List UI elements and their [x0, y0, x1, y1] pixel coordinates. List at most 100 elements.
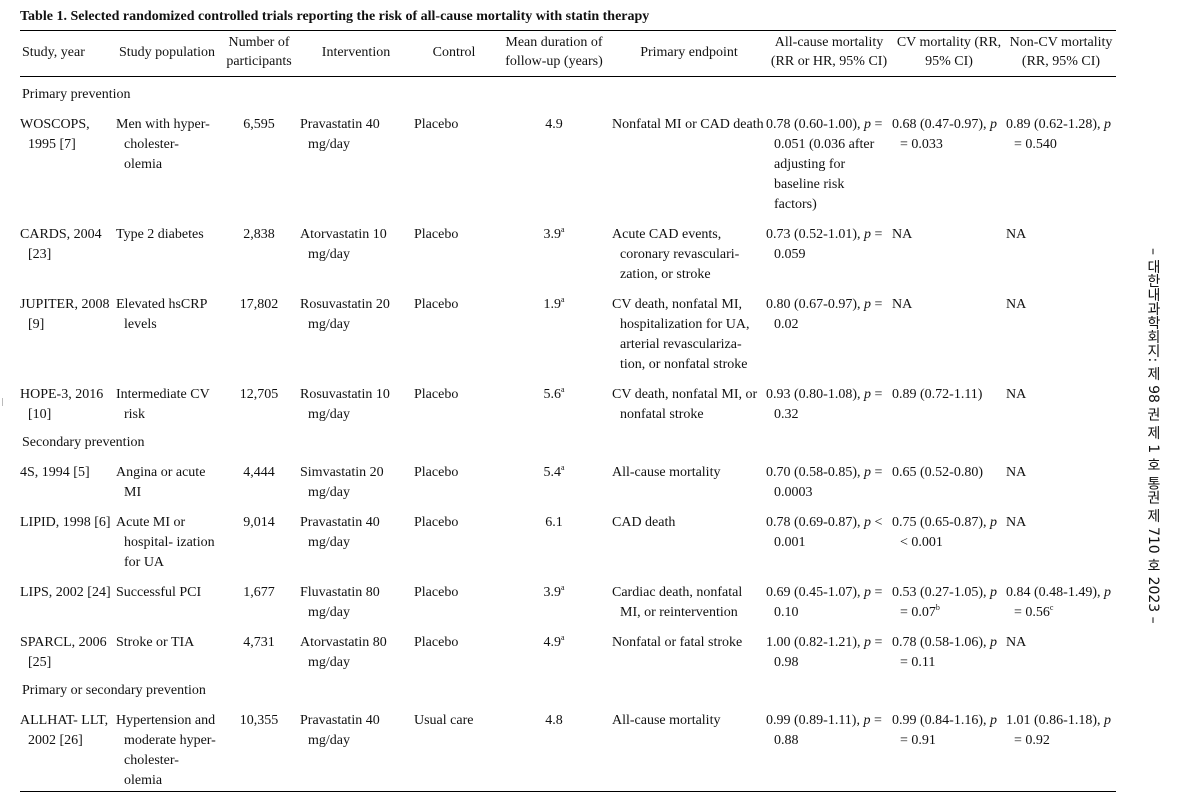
population-cell: Hypertension and moderate hyper- cholest…	[116, 713, 216, 788]
study-cell: 4S, 1994 [5]	[20, 465, 90, 480]
non-cv-mortality-cell: 0.89 (0.62-1.28), p = 0.540	[1006, 117, 1111, 152]
table-caption: Table 1. Selected randomized controlled …	[20, 9, 650, 24]
col-header-non-cv-mortality: Non-CV mortality (RR, 95% CI)	[1009, 35, 1113, 69]
duration-cell: 5.4a	[543, 463, 565, 481]
study-cell: LIPS, 2002 [24]	[20, 585, 111, 600]
all-cause-mortality-cell: 0.93 (0.80-1.08), p = 0.32	[766, 387, 883, 422]
section-row-mixed: Primary or secondary prevention	[20, 673, 1116, 701]
non-cv-mortality-cell: 0.84 (0.48-1.49), p = 0.56c	[1006, 585, 1111, 620]
study-cell: JUPITER, 2008 [9]	[20, 297, 110, 332]
table-row: LIPID, 1998 [6] Acute MI or hospital- iza…	[20, 503, 1116, 573]
intervention-cell: Fluvastatin 80 mg/day	[300, 585, 380, 620]
table-row: JUPITER, 2008 [9] Elevated hsCRP levels 17…	[20, 285, 1116, 375]
non-cv-mortality-cell: NA	[1006, 297, 1027, 312]
population-cell: Successful PCI	[116, 585, 202, 600]
section-row-primary: Primary prevention	[20, 77, 1116, 106]
non-cv-mortality-cell: NA	[1006, 227, 1027, 242]
intervention-cell: Pravastatin 40 mg/day	[300, 117, 380, 152]
population-cell: Angina or acute MI	[116, 465, 206, 500]
endpoint-cell: Cardiac death, nonfatal MI, or reinterve…	[612, 585, 743, 620]
cv-mortality-cell: NA	[892, 227, 913, 242]
cv-mortality-cell: 0.89 (0.72-1.11)	[892, 387, 983, 402]
journal-running-header: – 대한내과학회지: 제 98 권 제 1 호 통권 제 710 호 2023 …	[1143, 248, 1167, 628]
cv-mortality-cell: 0.53 (0.27-1.05), p = 0.07b	[892, 585, 997, 620]
duration-cell: 5.6a	[543, 385, 565, 403]
intervention-cell: Pravastatin 40 mg/day	[300, 515, 380, 550]
cv-mortality-cell: 0.78 (0.58-1.06), p = 0.11	[892, 635, 997, 670]
participants-cell: 4,731	[243, 635, 275, 650]
participants-cell: 10,355	[239, 713, 279, 728]
control-cell: Placebo	[414, 117, 459, 132]
all-cause-mortality-cell: 0.78 (0.69-0.87), p < 0.001	[766, 515, 883, 550]
article-page: Table 1. Selected randomized controlled …	[20, 8, 1116, 792]
margin-mark	[2, 398, 4, 406]
cv-mortality-cell: 0.99 (0.84-1.16), p = 0.91	[892, 713, 997, 748]
population-cell: Stroke or TIA	[116, 635, 195, 650]
population-cell: Men with hyper- cholester- olemia	[116, 117, 210, 172]
journal-running-header-text: – 대한내과학회지: 제 98 권 제 1 호 통권 제 710 호 2023 …	[1145, 248, 1161, 624]
duration-cell: 4.9	[545, 117, 563, 132]
duration-cell: 1.9a	[543, 295, 565, 313]
duration-cell: 3.9a	[543, 583, 565, 601]
endpoint-cell: CV death, nonfatal MI, or nonfatal strok…	[612, 387, 758, 422]
study-cell: SPARCL, 2006 [25]	[20, 635, 107, 670]
col-header-endpoint: Primary endpoint	[640, 44, 738, 60]
cv-mortality-cell: 0.75 (0.65-0.87), p < 0.001	[892, 515, 997, 550]
col-header-all-cause-mortality: All-cause mortality (RR or HR, 95% CI)	[770, 35, 888, 69]
endpoint-cell: All-cause mortality	[612, 713, 721, 728]
study-cell: CARDS, 2004 [23]	[20, 227, 102, 262]
section-label: Primary or secondary prevention	[22, 683, 206, 698]
duration-cell: 6.1	[545, 515, 563, 530]
col-header-study: Study, year	[22, 44, 85, 60]
endpoint-cell: CV death, nonfatal MI, hospitalization f…	[612, 297, 750, 372]
col-header-population: Study population	[118, 44, 216, 60]
study-cell: LIPID, 1998 [6]	[20, 515, 111, 530]
table-row: HOPE-3, 2016 [10] Intermediate CV risk 12,…	[20, 375, 1116, 425]
all-cause-mortality-cell: 0.78 (0.60-1.00), p = 0.051 (0.036 after…	[766, 117, 883, 212]
col-header-participants: Number of participants	[226, 35, 292, 69]
control-cell: Placebo	[414, 465, 459, 480]
duration-cell: 4.8	[545, 713, 563, 728]
non-cv-mortality-cell: NA	[1006, 465, 1027, 480]
endpoint-cell: Acute CAD events, coronary revasculari- …	[612, 227, 740, 282]
all-cause-mortality-cell: 0.69 (0.45-1.07), p = 0.10	[766, 585, 883, 620]
all-cause-mortality-cell: 0.80 (0.67-0.97), p = 0.02	[766, 297, 883, 332]
intervention-cell: Atorvastatin 80 mg/day	[300, 635, 387, 670]
control-cell: Placebo	[414, 297, 459, 312]
population-cell: Type 2 diabetes	[116, 227, 204, 242]
col-header-cv-mortality: CV mortality (RR, 95% CI)	[896, 35, 1002, 69]
non-cv-mortality-cell: NA	[1006, 515, 1027, 530]
study-cell: WOSCOPS, 1995 [7]	[20, 117, 90, 152]
statin-trials-table: Study, year Study population Number of p…	[20, 30, 1116, 792]
table-row: 4S, 1994 [5] Angina or acute MI 4,444 Simva…	[20, 453, 1116, 503]
intervention-cell: Simvastatin 20 mg/day	[300, 465, 384, 500]
table-header-row: Study, year Study population Number of p…	[20, 30, 1116, 77]
all-cause-mortality-cell: 0.99 (0.89-1.11), p = 0.88	[766, 713, 882, 748]
all-cause-mortality-cell: 1.00 (0.82-1.21), p = 0.98	[766, 635, 883, 670]
control-cell: Placebo	[414, 635, 459, 650]
participants-cell: 4,444	[243, 465, 275, 480]
intervention-cell: Atorvastatin 10 mg/day	[300, 227, 387, 262]
study-cell: ALLHAT- LLT, 2002 [26]	[20, 713, 109, 748]
all-cause-mortality-cell: 0.73 (0.52-1.01), p = 0.059	[766, 227, 883, 262]
cv-mortality-cell: 0.68 (0.47-0.97), p = 0.033	[892, 117, 997, 152]
table-body: Primary prevention WOSCOPS, 1995 [7] Men w…	[20, 77, 1116, 792]
population-cell: Acute MI or hospital- ization for UA	[116, 515, 215, 570]
section-label: Secondary prevention	[22, 435, 145, 450]
participants-cell: 1,677	[243, 585, 275, 600]
participants-cell: 6,595	[243, 117, 275, 132]
endpoint-cell: Nonfatal or fatal stroke	[612, 635, 743, 650]
col-header-intervention: Intervention	[321, 44, 391, 60]
control-cell: Placebo	[414, 387, 459, 402]
table-row: CARDS, 2004 [23] Type 2 diabetes 2,838 Ator…	[20, 215, 1116, 285]
table-row: WOSCOPS, 1995 [7] Men with hyper- cholest…	[20, 105, 1116, 215]
endpoint-cell: Nonfatal MI or CAD death	[612, 117, 764, 132]
intervention-cell: Rosuvastatin 20 mg/day	[300, 297, 390, 332]
non-cv-mortality-cell: NA	[1006, 387, 1027, 402]
study-cell: HOPE-3, 2016 [10]	[20, 387, 104, 422]
duration-cell: 3.9a	[543, 225, 565, 243]
col-header-control: Control	[432, 44, 476, 60]
population-cell: Elevated hsCRP levels	[116, 297, 207, 332]
participants-cell: 12,705	[239, 387, 279, 402]
endpoint-cell: CAD death	[612, 515, 676, 530]
